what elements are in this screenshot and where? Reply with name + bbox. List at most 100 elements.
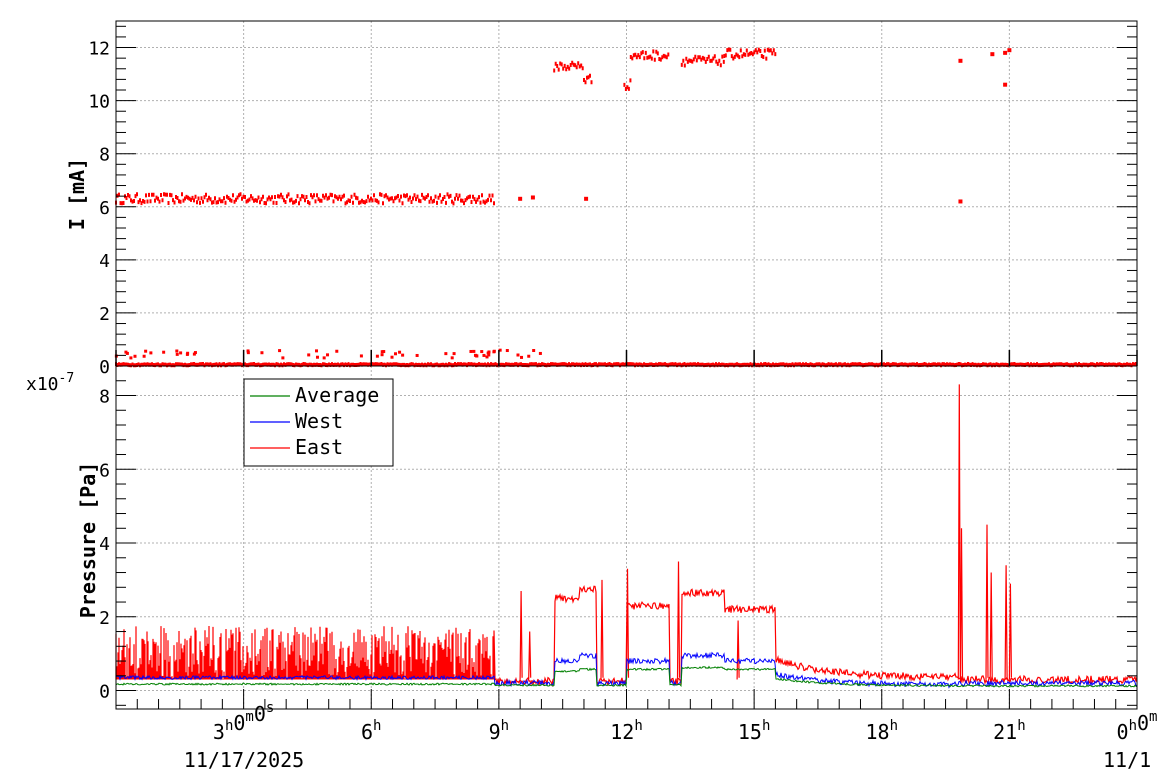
current-data-point: [129, 356, 133, 360]
current-series-segment: [553, 60, 584, 73]
current-y-axis-label: I [mA]: [65, 158, 89, 230]
current-series-segment: [583, 73, 593, 85]
current-data-point: [133, 354, 137, 358]
current-panel: 0 2 4 6 8 10 12 I [mA]: [65, 20, 1138, 378]
current-data-point: [480, 350, 484, 354]
current-data-point: [958, 199, 963, 204]
x-tick-label: 9h: [489, 718, 509, 744]
current-data-point: [142, 354, 146, 358]
current-data-point: [315, 355, 319, 359]
pressure-y-tick-label: 8: [99, 387, 110, 408]
pressure-y-tick-label: 0: [99, 682, 110, 703]
pressure-y-tick-label: 6: [99, 460, 110, 481]
current-data-point: [322, 356, 326, 360]
x-tick-label: 12h: [610, 718, 643, 744]
current-data-point: [538, 351, 542, 355]
current-data-point: [520, 355, 524, 359]
pressure-legend: Average West East: [243, 378, 394, 467]
current-data-point: [307, 353, 311, 357]
current-data-point: [584, 196, 589, 201]
pressure-y-ticks: 0 2 4 6 8: [99, 380, 1137, 706]
current-grid: [116, 21, 1137, 366]
current-y-tick-label: 0: [99, 357, 110, 378]
pressure-series-average: [115, 665, 1138, 688]
pressure-series: [115, 384, 1138, 689]
current-data-point: [518, 196, 523, 201]
current-data-point: [498, 348, 502, 352]
x-tick-label: 18h: [865, 718, 898, 744]
current-data-point: [516, 353, 520, 357]
current-series-segment: [115, 192, 495, 206]
pressure-panel: 0 2 4 6 8 Pressure [Pa] x10-7 Average West E…: [26, 365, 1138, 710]
current-data-point: [149, 351, 153, 355]
current-data-point: [958, 58, 963, 63]
current-data-point: [487, 353, 491, 357]
current-data-point: [485, 355, 489, 359]
current-data-points: [114, 47, 1137, 368]
current-data-point: [472, 349, 476, 353]
current-data-point: [444, 352, 448, 356]
current-y-tick-label: 12: [88, 39, 110, 60]
current-data-point: [260, 351, 264, 355]
current-data-point: [315, 349, 319, 353]
current-data-point: [990, 52, 995, 57]
current-data-point: [505, 349, 509, 353]
x-tick-label: 0h0m: [1117, 709, 1158, 744]
current-y-tick-label: 6: [99, 198, 110, 219]
current-y-tick-label: 8: [99, 145, 110, 166]
current-data-point: [179, 351, 183, 355]
current-data-point: [175, 349, 179, 353]
x-date-label-left: 11/17/2025: [184, 748, 304, 772]
current-data-point: [246, 351, 250, 355]
current-data-point: [482, 353, 486, 357]
current-data-point: [335, 349, 339, 353]
current-data-point: [162, 350, 166, 354]
x-tick-label: 3h0m0s: [213, 700, 274, 744]
current-data-point: [532, 349, 536, 353]
pressure-exponent-label: x10-7: [26, 371, 74, 395]
current-y-ticks: 0 2 4 6 8 10 12: [88, 25, 1137, 378]
current-data-point: [486, 351, 490, 355]
current-data-point: [475, 354, 479, 358]
current-data-point: [144, 349, 148, 353]
current-data-point: [382, 350, 386, 354]
x-axis-tick-labels: 3h0m0s 6h 9h 12h 15h 18h 21h 0h0m: [115, 350, 1158, 744]
current-data-point: [450, 356, 454, 360]
pressure-y-tick-label: 2: [99, 608, 110, 629]
current-data-point: [326, 353, 330, 357]
x-tick-label: 21h: [993, 718, 1026, 744]
pressure-y-tick-label: 4: [99, 534, 110, 555]
current-data-point: [175, 352, 179, 356]
legend-label-average: Average: [295, 383, 379, 407]
current-data-point: [530, 195, 535, 200]
current-data-point: [415, 353, 419, 357]
current-data-point: [281, 356, 285, 360]
current-series-segment: [629, 49, 670, 62]
x-tick-label: 6h: [361, 718, 381, 744]
x-date-label-right: 11/1: [1103, 748, 1151, 772]
current-data-point: [278, 349, 282, 353]
current-series-segment: [723, 47, 777, 61]
current-data-point: [1003, 50, 1008, 55]
current-data-point: [394, 352, 398, 356]
current-series-segment: [623, 78, 632, 91]
current-data-point: [469, 349, 473, 353]
current-data-point: [192, 352, 196, 356]
current-data-point: [492, 350, 496, 354]
current-y-tick-label: 2: [99, 304, 110, 325]
current-series-segment: [680, 54, 725, 68]
current-data-point: [401, 353, 405, 357]
x-tick-label: 15h: [738, 718, 771, 744]
current-data-point: [375, 354, 379, 358]
current-data-point: [1003, 82, 1008, 87]
current-data-point: [1007, 48, 1012, 53]
pressure-y-axis-label: Pressure [Pa]: [76, 462, 100, 619]
current-data-point: [527, 354, 531, 358]
current-data-point: [380, 353, 384, 357]
current-data-point: [125, 351, 129, 355]
current-data-point: [185, 352, 189, 356]
legend-label-east: East: [295, 435, 343, 459]
current-y-tick-label: 10: [88, 92, 110, 113]
current-y-tick-label: 4: [99, 251, 110, 272]
